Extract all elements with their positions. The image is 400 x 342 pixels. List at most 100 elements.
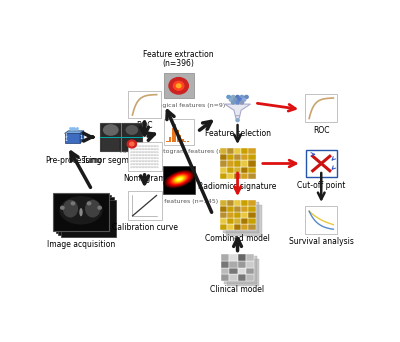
- FancyBboxPatch shape: [56, 195, 111, 233]
- Ellipse shape: [169, 173, 190, 186]
- Ellipse shape: [59, 196, 103, 225]
- FancyBboxPatch shape: [222, 261, 230, 267]
- FancyBboxPatch shape: [248, 154, 256, 160]
- Circle shape: [236, 95, 239, 98]
- FancyBboxPatch shape: [220, 154, 227, 160]
- Ellipse shape: [79, 208, 83, 216]
- Polygon shape: [80, 131, 84, 143]
- Circle shape: [242, 98, 246, 101]
- FancyBboxPatch shape: [248, 218, 256, 224]
- FancyBboxPatch shape: [220, 167, 227, 173]
- Ellipse shape: [170, 173, 189, 185]
- FancyBboxPatch shape: [241, 206, 248, 212]
- Ellipse shape: [172, 174, 188, 184]
- Ellipse shape: [85, 200, 100, 218]
- FancyBboxPatch shape: [60, 200, 116, 237]
- FancyBboxPatch shape: [238, 267, 246, 274]
- FancyBboxPatch shape: [248, 212, 256, 218]
- Ellipse shape: [178, 179, 180, 180]
- FancyBboxPatch shape: [102, 138, 119, 150]
- Text: Radiomics signature: Radiomics signature: [198, 182, 277, 190]
- FancyBboxPatch shape: [241, 212, 248, 218]
- FancyBboxPatch shape: [220, 160, 227, 167]
- FancyBboxPatch shape: [241, 160, 248, 167]
- FancyBboxPatch shape: [241, 167, 248, 173]
- FancyBboxPatch shape: [53, 193, 109, 231]
- FancyBboxPatch shape: [248, 224, 256, 230]
- FancyBboxPatch shape: [305, 207, 337, 234]
- FancyBboxPatch shape: [234, 160, 241, 167]
- Circle shape: [130, 142, 134, 146]
- FancyBboxPatch shape: [222, 274, 230, 281]
- Circle shape: [176, 84, 181, 88]
- Circle shape: [229, 98, 233, 101]
- Circle shape: [236, 101, 239, 104]
- Text: ROC: ROC: [136, 121, 153, 130]
- FancyBboxPatch shape: [234, 212, 241, 218]
- FancyBboxPatch shape: [227, 259, 260, 286]
- FancyBboxPatch shape: [179, 135, 181, 142]
- Circle shape: [169, 78, 188, 94]
- Polygon shape: [225, 104, 250, 116]
- FancyBboxPatch shape: [227, 212, 234, 218]
- FancyBboxPatch shape: [227, 206, 234, 212]
- Text: Tumor segmentation: Tumor segmentation: [82, 156, 161, 165]
- Circle shape: [238, 98, 242, 101]
- FancyBboxPatch shape: [234, 224, 241, 230]
- FancyBboxPatch shape: [246, 274, 254, 281]
- FancyBboxPatch shape: [220, 173, 227, 179]
- FancyBboxPatch shape: [248, 206, 256, 212]
- Ellipse shape: [126, 125, 138, 135]
- Text: Texture features (n=345): Texture features (n=345): [139, 199, 218, 204]
- FancyBboxPatch shape: [220, 212, 227, 218]
- FancyBboxPatch shape: [182, 139, 184, 142]
- FancyBboxPatch shape: [246, 261, 254, 267]
- FancyBboxPatch shape: [246, 267, 254, 274]
- Text: Pre-processing: Pre-processing: [45, 156, 102, 165]
- FancyBboxPatch shape: [234, 148, 241, 154]
- FancyBboxPatch shape: [174, 124, 176, 142]
- FancyBboxPatch shape: [169, 137, 171, 142]
- FancyBboxPatch shape: [230, 261, 238, 267]
- Ellipse shape: [103, 124, 119, 136]
- FancyBboxPatch shape: [164, 119, 194, 145]
- Circle shape: [174, 81, 184, 90]
- FancyBboxPatch shape: [176, 130, 179, 142]
- Ellipse shape: [176, 177, 183, 181]
- FancyBboxPatch shape: [305, 94, 337, 122]
- FancyBboxPatch shape: [224, 256, 256, 284]
- FancyBboxPatch shape: [248, 200, 256, 206]
- Ellipse shape: [170, 174, 188, 184]
- FancyBboxPatch shape: [223, 202, 259, 233]
- FancyBboxPatch shape: [227, 167, 234, 173]
- FancyBboxPatch shape: [234, 154, 241, 160]
- FancyBboxPatch shape: [128, 191, 162, 220]
- Polygon shape: [64, 131, 84, 133]
- Ellipse shape: [164, 170, 196, 189]
- FancyBboxPatch shape: [241, 148, 248, 154]
- Ellipse shape: [166, 171, 193, 187]
- FancyBboxPatch shape: [241, 224, 248, 230]
- FancyBboxPatch shape: [241, 218, 248, 224]
- FancyBboxPatch shape: [248, 173, 256, 179]
- Ellipse shape: [63, 200, 78, 218]
- FancyBboxPatch shape: [234, 167, 241, 173]
- Text: Survival analysis: Survival analysis: [289, 237, 354, 246]
- Circle shape: [232, 95, 235, 98]
- FancyBboxPatch shape: [234, 173, 241, 179]
- Text: 1: 1: [79, 135, 82, 140]
- FancyBboxPatch shape: [227, 218, 234, 224]
- Ellipse shape: [165, 171, 194, 188]
- FancyBboxPatch shape: [230, 274, 238, 281]
- FancyBboxPatch shape: [246, 254, 254, 261]
- Text: 1: 1: [65, 133, 68, 139]
- Ellipse shape: [175, 176, 184, 182]
- FancyBboxPatch shape: [220, 224, 227, 230]
- FancyBboxPatch shape: [227, 200, 234, 206]
- FancyBboxPatch shape: [238, 254, 246, 261]
- FancyBboxPatch shape: [162, 166, 195, 194]
- Text: ROC: ROC: [313, 126, 330, 135]
- Text: Feature selection: Feature selection: [204, 129, 270, 138]
- Polygon shape: [64, 133, 80, 143]
- Text: Clinical model: Clinical model: [210, 285, 265, 294]
